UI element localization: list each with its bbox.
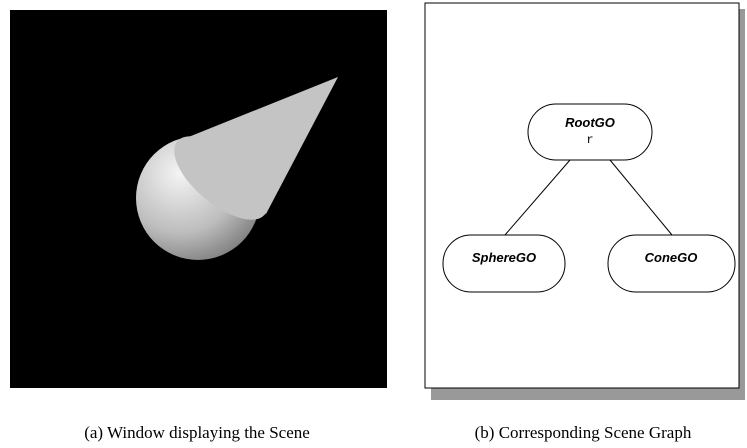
node-root xyxy=(528,104,652,160)
caption-a: (a) Window displaying the Scene xyxy=(84,423,310,442)
node-label: SphereGO xyxy=(472,250,536,265)
caption-b: (b) Corresponding Scene Graph xyxy=(475,423,692,442)
figure: (a) Window displaying the Scene RootGO r… xyxy=(0,0,747,448)
node-label: ConeGO xyxy=(645,250,698,265)
node-label: RootGO xyxy=(565,115,615,130)
node-sublabel: r xyxy=(586,133,593,147)
scene-graph-panel xyxy=(425,3,739,388)
